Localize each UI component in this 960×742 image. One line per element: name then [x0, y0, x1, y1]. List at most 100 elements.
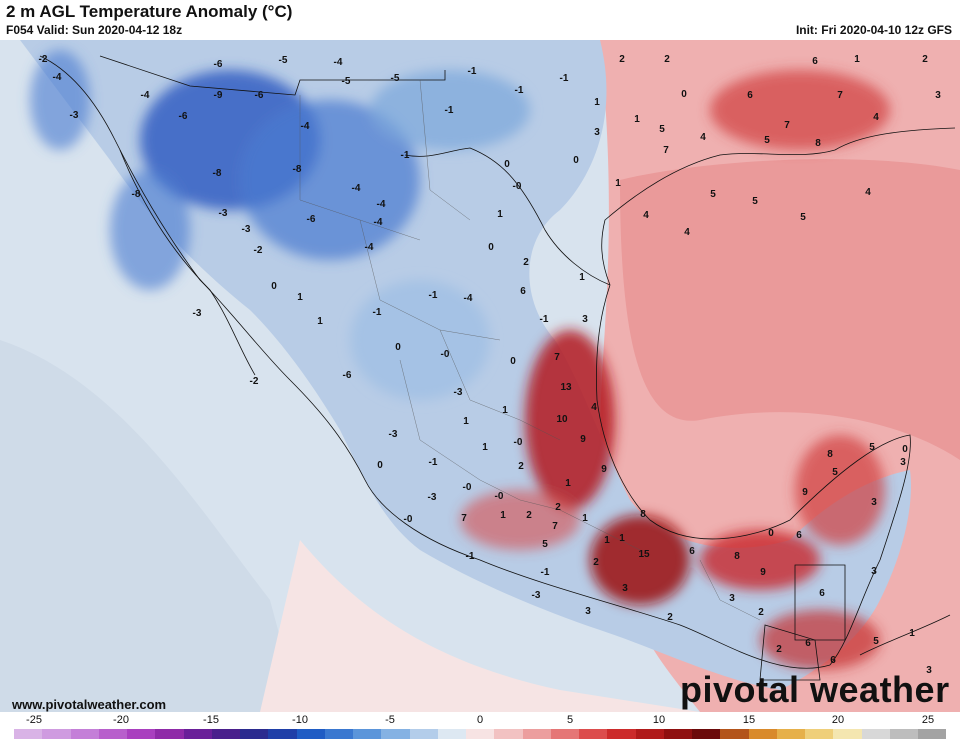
- anomaly-label: 3: [585, 606, 591, 617]
- anomaly-label: 1: [579, 272, 585, 283]
- anomaly-label: 3: [622, 583, 628, 594]
- anomaly-label: 5: [869, 442, 875, 453]
- anomaly-label: -2: [39, 54, 48, 65]
- anomaly-label: 4: [700, 132, 706, 143]
- anomaly-label: 13: [560, 382, 572, 393]
- anomaly-label: -1: [373, 307, 382, 318]
- anomaly-label: -4: [53, 72, 62, 83]
- anomaly-label: -4: [334, 57, 343, 68]
- anomaly-label: 8: [827, 449, 833, 460]
- anomaly-label: 2: [758, 607, 764, 618]
- anomaly-label: -2: [250, 376, 259, 387]
- colorbar-swatch: [776, 729, 805, 739]
- anomaly-label: 0: [377, 460, 383, 471]
- anomaly-label: 1: [500, 510, 506, 521]
- anomaly-label: 0: [504, 159, 510, 170]
- colorbar-swatch: [437, 729, 466, 739]
- tick-label: -15: [203, 714, 219, 726]
- anomaly-label: 6: [520, 286, 526, 297]
- anomaly-label: 7: [554, 352, 560, 363]
- anomaly-label: -3: [454, 387, 463, 398]
- anomaly-label: 2: [518, 461, 524, 472]
- anomaly-label: -1: [515, 85, 524, 96]
- anomaly-label: -6: [343, 370, 352, 381]
- anomaly-label: 1: [463, 416, 469, 427]
- southern-pacific-warm-field: [260, 540, 700, 712]
- colorbar-swatch: [381, 729, 410, 739]
- anomaly-label: 4: [684, 227, 690, 238]
- brand-logo: pivotal weather: [680, 669, 950, 710]
- colorbar-swatch: [466, 729, 495, 739]
- website-credit[interactable]: www.pivotalweather.com: [12, 697, 167, 712]
- anomaly-label: -1: [445, 105, 454, 116]
- anomaly-label: -4: [464, 293, 473, 304]
- anomaly-label: 7: [784, 120, 790, 131]
- anomaly-label: -3: [389, 429, 398, 440]
- anomaly-label: -3: [532, 590, 541, 601]
- anomaly-label: -0: [513, 181, 522, 192]
- colorbar-swatch: [155, 729, 184, 739]
- pacific-anomaly-field: [0, 340, 300, 712]
- anomaly-label: 5: [832, 467, 838, 478]
- anomaly-label: 9: [580, 434, 586, 445]
- map-canvas: -2-4-6 -5 -4-5 -5-1-12 2 6 1 23-9 -6-4 -1 0 6 71-3 -6…: [0, 40, 960, 712]
- anomaly-label: 3: [871, 566, 877, 577]
- anomaly-label: 7: [461, 513, 467, 524]
- anomaly-label: 0: [768, 528, 774, 539]
- anomaly-label: 4: [643, 210, 649, 221]
- anomaly-label: 9: [601, 464, 607, 475]
- anomaly-label: -0: [514, 437, 523, 448]
- anomaly-label: -1: [466, 551, 475, 562]
- anomaly-label: 6: [689, 546, 695, 557]
- anomaly-label: 0: [488, 242, 494, 253]
- anomaly-label: 1: [854, 54, 860, 65]
- anomaly-label: 1: [909, 628, 915, 639]
- anomaly-label: -4: [365, 242, 374, 253]
- anomaly-label: 1: [482, 442, 488, 453]
- anomaly-label: 8: [815, 138, 821, 149]
- colorbar-swatch: [353, 729, 382, 739]
- anomaly-label: 1: [582, 513, 588, 524]
- state-borders: [299, 79, 761, 621]
- colorbar-swatch: [240, 729, 269, 739]
- colorbar-swatch: [70, 729, 99, 739]
- anomaly-label: 4: [591, 402, 597, 413]
- anomaly-label: 4: [873, 112, 879, 123]
- anomaly-label: 9: [760, 567, 766, 578]
- colorbar-swatch: [42, 729, 71, 739]
- colorbar-swatch: [635, 729, 664, 739]
- anomaly-label: 6: [819, 588, 825, 599]
- cold-anomaly-shading: [30, 50, 530, 400]
- colorbar-swatch: [579, 729, 608, 739]
- anomaly-label: -2: [254, 245, 263, 256]
- anomaly-label: 2: [593, 557, 599, 568]
- colorbar-swatch: [918, 729, 947, 739]
- anomaly-label: 5: [659, 124, 665, 135]
- colorbar-swatch: [268, 729, 297, 739]
- anomaly-label: 2: [555, 502, 561, 513]
- anomaly-label: -5: [279, 55, 288, 66]
- tick-label: 15: [742, 714, 756, 726]
- colorbar-swatch: [14, 729, 43, 739]
- anomaly-label: -6: [255, 90, 264, 101]
- colorbar-swatch: [494, 729, 523, 739]
- anomaly-label: -1: [560, 73, 569, 84]
- anomaly-label: 0: [573, 155, 579, 166]
- anomaly-label: -1: [401, 150, 410, 161]
- colorbar-swatch: [550, 729, 579, 739]
- anomaly-label: 1: [634, 114, 640, 125]
- anomaly-label: 1: [317, 316, 323, 327]
- anomaly-label: 6: [747, 90, 753, 101]
- anomaly-label: -0: [404, 514, 413, 525]
- anomaly-label: 1: [619, 533, 625, 544]
- anomaly-value-labels: -2-4-6 -5 -4-5 -5-1-12 2 6 1 23-9 -6-4 -1 0 6 71-3 -6…: [39, 54, 942, 676]
- anomaly-label: 3: [594, 127, 600, 138]
- colorbar-swatch: [861, 729, 890, 739]
- tick-label: 25: [921, 714, 935, 726]
- colorbar-swatch: [409, 729, 438, 739]
- anomaly-label: -1: [429, 290, 438, 301]
- colorbar-swatch: [607, 729, 636, 739]
- anomaly-label: 3: [582, 314, 588, 325]
- colorbar: [14, 729, 947, 739]
- anomaly-map: -2 -4 -6 -5 -4 -5 -5 -1 -1 2 2 6 1 2 3 -9 -6 -4 -1 0 6 7 1 -3 -6…: [0, 40, 960, 712]
